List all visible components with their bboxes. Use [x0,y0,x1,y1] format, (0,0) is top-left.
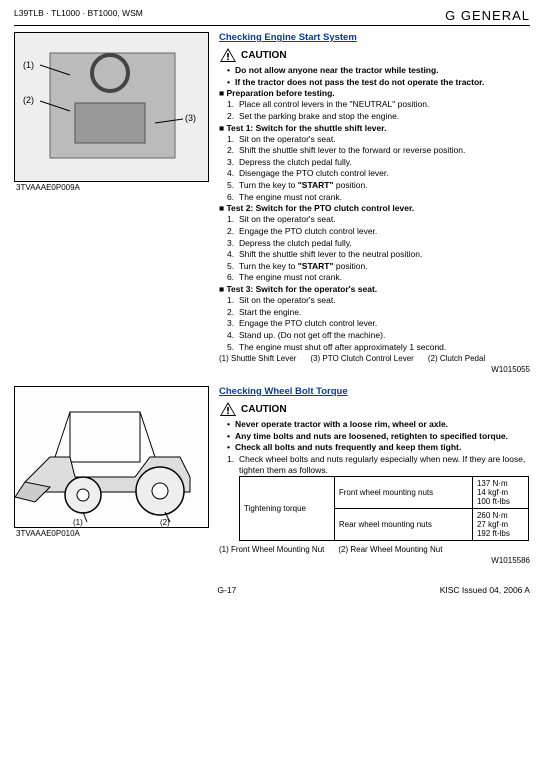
table-cell: 137 N·m 14 kgf·m 100 ft-lbs [472,477,528,509]
list-item: 5.Turn the key to "START" position. [227,261,530,272]
legend-item: (2) Rear Wheel Mounting Nut [338,545,442,554]
prep-label: Preparation before testing. [227,88,335,98]
sect2-steps: 1.Check wheel bolts and nuts regularly e… [219,454,530,475]
list-item: Do not allow anyone near the tractor whi… [227,65,530,76]
list-item: 5.Turn the key to "START" position. [227,180,530,191]
table-cell: Front wheel mounting nuts [334,477,472,509]
warning-icon [219,401,237,417]
list-item: 5.The engine must shut off after approxi… [227,342,530,353]
list-item: Check all bolts and nuts frequently and … [227,442,530,453]
svg-text:(1): (1) [23,60,34,70]
test1-steps: 1.Sit on the operator's seat. 2.Shift th… [219,134,530,203]
caution-label-2: CAUTION [241,404,287,415]
torque-table: Tightening torque Front wheel mounting n… [239,476,529,541]
page: L39TLB · TL1000 · BT1000, WSM G GENERAL … [0,0,544,603]
test3-label: Test 3: Switch for the operator's seat. [227,284,378,294]
caution-bullets-1: Do not allow anyone near the tractor whi… [219,65,530,87]
text-column-1: Checking Engine Start System CAUTION Do … [219,32,530,378]
figure-code-2: 3TVAAAE0P010A [14,528,209,539]
list-item: 3.Depress the clutch pedal fully. [227,157,530,168]
list-item: 1.Sit on the operator's seat. [227,295,530,306]
header-left: L39TLB · TL1000 · BT1000, WSM [14,8,143,23]
caution-row-2: CAUTION [219,401,530,417]
list-item: 1.Sit on the operator's seat. [227,214,530,225]
list-item: 2.Shift the shuttle shift lever to the f… [227,145,530,156]
test1-label: Test 1: Switch for the shuttle shift lev… [227,123,387,133]
header-right: G GENERAL [445,8,530,23]
list-item: 6.The engine must not crank. [227,192,530,203]
warning-icon [219,47,237,63]
list-item: 1.Sit on the operator's seat. [227,134,530,145]
doc-code-1: W1015055 [219,365,530,374]
caution-label-1: CAUTION [241,50,287,61]
section-title-2: Checking Wheel Bolt Torque [219,386,530,397]
prep-steps: 1.Place all control levers in the "NEUTR… [219,99,530,121]
legend-item: (1) Shuttle Shift Lever [219,354,296,363]
svg-text:(1): (1) [73,518,83,527]
caution-row-1: CAUTION [219,47,530,63]
figure-column-1: (1) (2) (3) 3TVAAAE0P009A [14,32,209,378]
test3-steps: 1.Sit on the operator's seat. 2.Start th… [219,295,530,352]
section-wheel-bolt: (1) (2) 3TVAAAE0P010A Checking Wheel Bol… [14,386,530,569]
list-item: 3.Engage the PTO clutch control lever. [227,318,530,329]
list-item: 4.Stand up. (Do not get off the machine)… [227,330,530,341]
list-item: Never operate tractor with a loose rim, … [227,419,530,430]
list-item: 4.Shift the shuttle shift lever to the n… [227,249,530,260]
section-title-1: Checking Engine Start System [219,32,530,43]
list-item: 2.Set the parking brake and stop the eng… [227,111,530,122]
list-item: 4.Disengage the PTO clutch control lever… [227,168,530,179]
section-engine-start: (1) (2) (3) 3TVAAAE0P009A Checking Engin… [14,32,530,378]
legend-2: (1) Front Wheel Mounting Nut (2) Rear Wh… [219,545,530,554]
figure-tractor-side: (1) (2) [14,386,209,528]
page-footer: G-17 KISC Issued 04, 2006 A [14,585,530,595]
legend-item: (2) Clutch Pedal [428,354,485,363]
table-cell: 260 N·m 27 kgf·m 192 ft-lbs [472,509,528,541]
issue-info: KISC Issued 04, 2006 A [440,585,530,595]
legend-1: (1) Shuttle Shift Lever (3) PTO Clutch C… [219,354,530,363]
list-item: If the tractor does not pass the test do… [227,77,530,88]
legend-item: (3) PTO Clutch Control Lever [310,354,413,363]
square-marker: ■ [219,284,227,294]
page-header: L39TLB · TL1000 · BT1000, WSM G GENERAL [14,8,530,26]
test2-steps: 1.Sit on the operator's seat. 2.Engage t… [219,214,530,283]
table-cell: Rear wheel mounting nuts [334,509,472,541]
svg-text:(2): (2) [23,95,34,105]
list-item: 3.Depress the clutch pedal fully. [227,238,530,249]
text-column-2: Checking Wheel Bolt Torque CAUTION Never… [219,386,530,569]
square-marker: ■ [219,203,227,213]
doc-code-2: W1015586 [219,556,530,565]
square-marker: ■ [219,88,227,98]
svg-text:(2): (2) [160,518,170,527]
test2-label: Test 2: Switch for the PTO clutch contro… [227,203,415,213]
page-number: G-17 [217,585,236,595]
figure-column-2: (1) (2) 3TVAAAE0P010A [14,386,209,569]
list-item: Any time bolts and nuts are loosened, re… [227,431,530,442]
svg-text:(3): (3) [185,113,196,123]
figure-code-1: 3TVAAAE0P009A [14,182,209,193]
square-marker: ■ [219,123,227,133]
caution-bullets-2: Never operate tractor with a loose rim, … [219,419,530,453]
legend-item: (1) Front Wheel Mounting Nut [219,545,324,554]
list-item: 2.Start the engine. [227,307,530,318]
list-item: 6.The engine must not crank. [227,272,530,283]
list-item: 2.Engage the PTO clutch control lever. [227,226,530,237]
list-item: 1.Check wheel bolts and nuts regularly e… [227,454,530,475]
figure-operator-station: (1) (2) (3) [14,32,209,182]
table-rowhead: Tightening torque [240,477,335,541]
list-item: 1.Place all control levers in the "NEUTR… [227,99,530,110]
